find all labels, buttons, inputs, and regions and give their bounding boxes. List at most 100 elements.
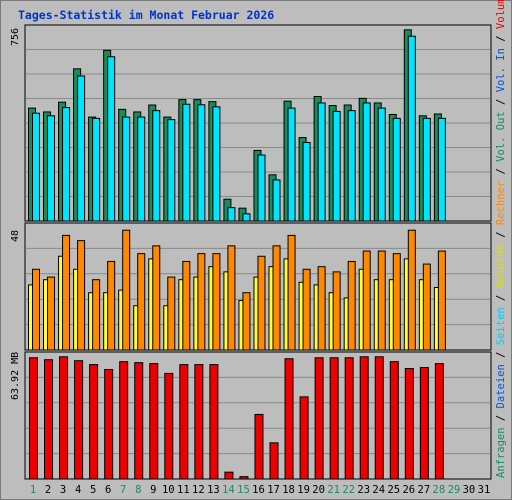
volumen-bar <box>104 368 114 480</box>
legend-entry: / <box>495 288 507 307</box>
rechner-bar <box>362 250 371 351</box>
dateien-bar <box>392 117 401 222</box>
day-tick-label: 27 <box>418 484 431 496</box>
volumen-bar <box>59 356 69 480</box>
day-tick-label: 22 <box>342 484 355 496</box>
day-tick-label: 7 <box>120 484 126 496</box>
rechner-bar <box>137 253 146 351</box>
rechner-bar <box>32 268 40 351</box>
volumen-bar <box>29 357 38 480</box>
rechner-bar <box>227 245 236 351</box>
dateien-bar <box>332 110 341 222</box>
day-tick-label: 14 <box>222 484 235 496</box>
dateien-bar <box>92 117 101 222</box>
dateien-bar <box>347 110 356 222</box>
rechner-bar <box>437 250 446 351</box>
rechner-bar <box>107 260 116 351</box>
rechner-bar <box>92 279 101 351</box>
day-tick-label: 17 <box>267 484 280 496</box>
volumen-bar <box>374 356 384 480</box>
day-tick-label: 8 <box>135 484 141 496</box>
volumen-bar <box>389 361 399 480</box>
day-tick-label: 26 <box>402 484 415 496</box>
day-tick-label: 18 <box>282 484 295 496</box>
dateien-bar <box>407 35 416 222</box>
rechner-bar <box>47 276 56 351</box>
rechner-bar <box>272 245 281 351</box>
rechner-bar <box>392 253 401 351</box>
dateien-bar <box>152 110 161 222</box>
day-tick-label: 1 <box>30 484 36 496</box>
day-tick-label: 31 <box>478 484 491 496</box>
rechner-bar <box>152 245 161 351</box>
volumen-bar <box>434 363 444 480</box>
rechner-bar <box>302 268 311 351</box>
legend-entry: Dateien <box>495 364 507 408</box>
rechner-bar <box>242 292 251 351</box>
day-tick-label: 24 <box>372 484 385 496</box>
rechner-bar <box>122 229 131 351</box>
day-tick-label: 5 <box>90 484 96 496</box>
volumen-bar <box>329 357 339 480</box>
dateien-bar <box>182 103 191 222</box>
dateien-bar <box>167 119 176 222</box>
rechner-bar <box>62 234 71 351</box>
volumen-bar <box>269 442 279 480</box>
volumen-bar <box>299 396 309 480</box>
volumen-bar <box>239 476 249 480</box>
day-tick-label: 19 <box>297 484 310 496</box>
day-tick-label: 9 <box>150 484 156 496</box>
dateien-bar <box>287 107 296 222</box>
legend-entry: / <box>495 162 507 181</box>
day-tick-label: 30 <box>463 484 476 496</box>
dateien-bar <box>257 154 266 222</box>
volume-y-max-label: 63.92 MB <box>10 352 21 400</box>
day-tick-label: 29 <box>448 484 461 496</box>
day-tick-label: 11 <box>177 484 190 496</box>
rechner-bar <box>317 266 326 351</box>
dateien-bar <box>107 56 116 222</box>
dateien-bar <box>122 116 131 222</box>
day-tick-label: 6 <box>105 484 111 496</box>
dateien-bar <box>77 75 86 222</box>
volumen-bar <box>404 368 414 480</box>
legend-entry: / <box>495 29 507 48</box>
dateien-bar <box>47 115 56 222</box>
dateien-bar <box>437 117 446 222</box>
volumen-bar <box>419 367 429 480</box>
legend-entry: Besuche <box>495 244 507 288</box>
rechner-bar <box>167 276 176 351</box>
day-tick-label: 16 <box>252 484 265 496</box>
legend-entry: Anfragen <box>495 427 507 478</box>
volumen-bar <box>149 363 159 480</box>
volumen-bar <box>134 362 144 480</box>
legend-entry: Rechner <box>495 181 507 225</box>
dateien-bar <box>362 102 371 222</box>
volumen-bar <box>284 358 294 480</box>
volumen-bar <box>164 372 174 480</box>
rechner-bar <box>257 255 266 351</box>
rechner-bar <box>407 229 416 351</box>
rechner-bar <box>332 271 341 351</box>
legend-entry: Vol. In <box>495 48 507 92</box>
dateien-bar <box>272 179 281 222</box>
visits-y-max-label: 48 <box>10 230 21 242</box>
day-tick-label: 12 <box>192 484 205 496</box>
volumen-bar <box>254 413 264 480</box>
day-tick-label: 21 <box>327 484 340 496</box>
volumen-bar <box>179 364 189 480</box>
legend-entry: Volumen <box>495 0 507 29</box>
legend-entry: / <box>495 408 507 427</box>
legend-entry: / <box>495 345 507 364</box>
day-tick-label: 3 <box>60 484 66 496</box>
rechner-bar <box>212 253 221 351</box>
dateien-bar <box>212 106 221 222</box>
hits-y-max-label: 756 <box>10 28 21 46</box>
rechner-bar <box>182 260 191 351</box>
volumen-bar <box>89 364 99 480</box>
day-tick-label: 25 <box>387 484 400 496</box>
day-tick-label: 10 <box>162 484 175 496</box>
dateien-bar <box>377 107 386 222</box>
legend-entry: / <box>495 225 507 244</box>
